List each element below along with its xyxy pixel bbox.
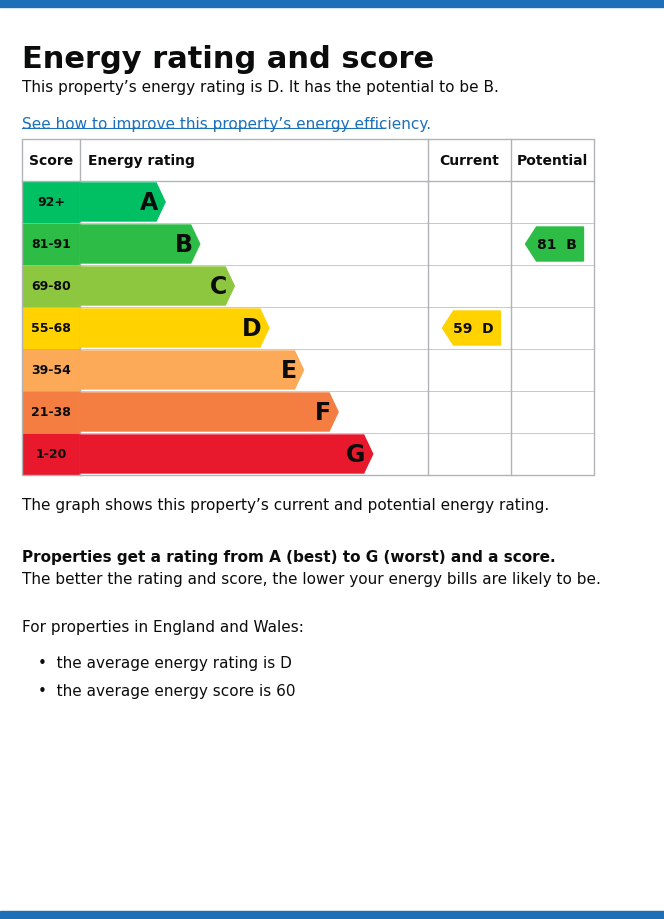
- Polygon shape: [80, 310, 269, 347]
- Text: C: C: [210, 275, 227, 299]
- Bar: [22, 223, 80, 266]
- Text: B: B: [175, 233, 193, 256]
- Polygon shape: [80, 352, 303, 390]
- Text: See how to improve this property’s energy efficiency.: See how to improve this property’s energ…: [22, 117, 431, 131]
- Text: Energy rating: Energy rating: [88, 153, 195, 168]
- Polygon shape: [80, 226, 200, 264]
- Text: •  the average energy rating is D: • the average energy rating is D: [38, 655, 292, 670]
- Polygon shape: [80, 436, 373, 473]
- Text: 59  D: 59 D: [454, 322, 494, 335]
- Bar: [22, 308, 80, 349]
- Text: •  the average energy score is 60: • the average energy score is 60: [38, 683, 295, 698]
- Text: 21-38: 21-38: [31, 406, 71, 419]
- Text: Properties get a rating from A (best) to G (worst) and a score.: Properties get a rating from A (best) to…: [22, 550, 556, 564]
- Text: 39-54: 39-54: [31, 364, 71, 377]
- Bar: [22, 266, 80, 308]
- Text: Energy rating and score: Energy rating and score: [22, 45, 434, 74]
- Polygon shape: [80, 267, 234, 306]
- Polygon shape: [80, 184, 165, 221]
- Text: G: G: [347, 443, 366, 467]
- Bar: [22, 434, 80, 475]
- Bar: [22, 182, 80, 223]
- Text: Score: Score: [29, 153, 73, 168]
- Text: Potential: Potential: [517, 153, 588, 168]
- Polygon shape: [80, 393, 338, 432]
- Text: This property’s energy rating is D. It has the potential to be B.: This property’s energy rating is D. It h…: [22, 80, 499, 95]
- Bar: [22, 391, 80, 434]
- Bar: [0, 0, 664, 8]
- Text: For properties in England and Wales:: For properties in England and Wales:: [22, 619, 304, 634]
- Text: 92+: 92+: [37, 197, 65, 210]
- Text: The better the rating and score, the lower your energy bills are likely to be.: The better the rating and score, the low…: [22, 572, 601, 586]
- Text: D: D: [242, 317, 262, 341]
- Text: 69-80: 69-80: [31, 280, 71, 293]
- Text: 81-91: 81-91: [31, 238, 71, 251]
- Polygon shape: [442, 312, 501, 346]
- Text: 55-68: 55-68: [31, 323, 71, 335]
- Text: A: A: [140, 191, 158, 215]
- Polygon shape: [525, 228, 584, 262]
- Bar: [22, 349, 80, 391]
- Text: F: F: [315, 401, 331, 425]
- Bar: [22, 140, 594, 475]
- Bar: [0, 911, 664, 919]
- Text: Current: Current: [440, 153, 499, 168]
- Text: 81  B: 81 B: [537, 238, 576, 252]
- Text: E: E: [280, 358, 297, 382]
- Text: The graph shows this property’s current and potential energy rating.: The graph shows this property’s current …: [22, 497, 549, 513]
- Text: 1-20: 1-20: [35, 448, 66, 461]
